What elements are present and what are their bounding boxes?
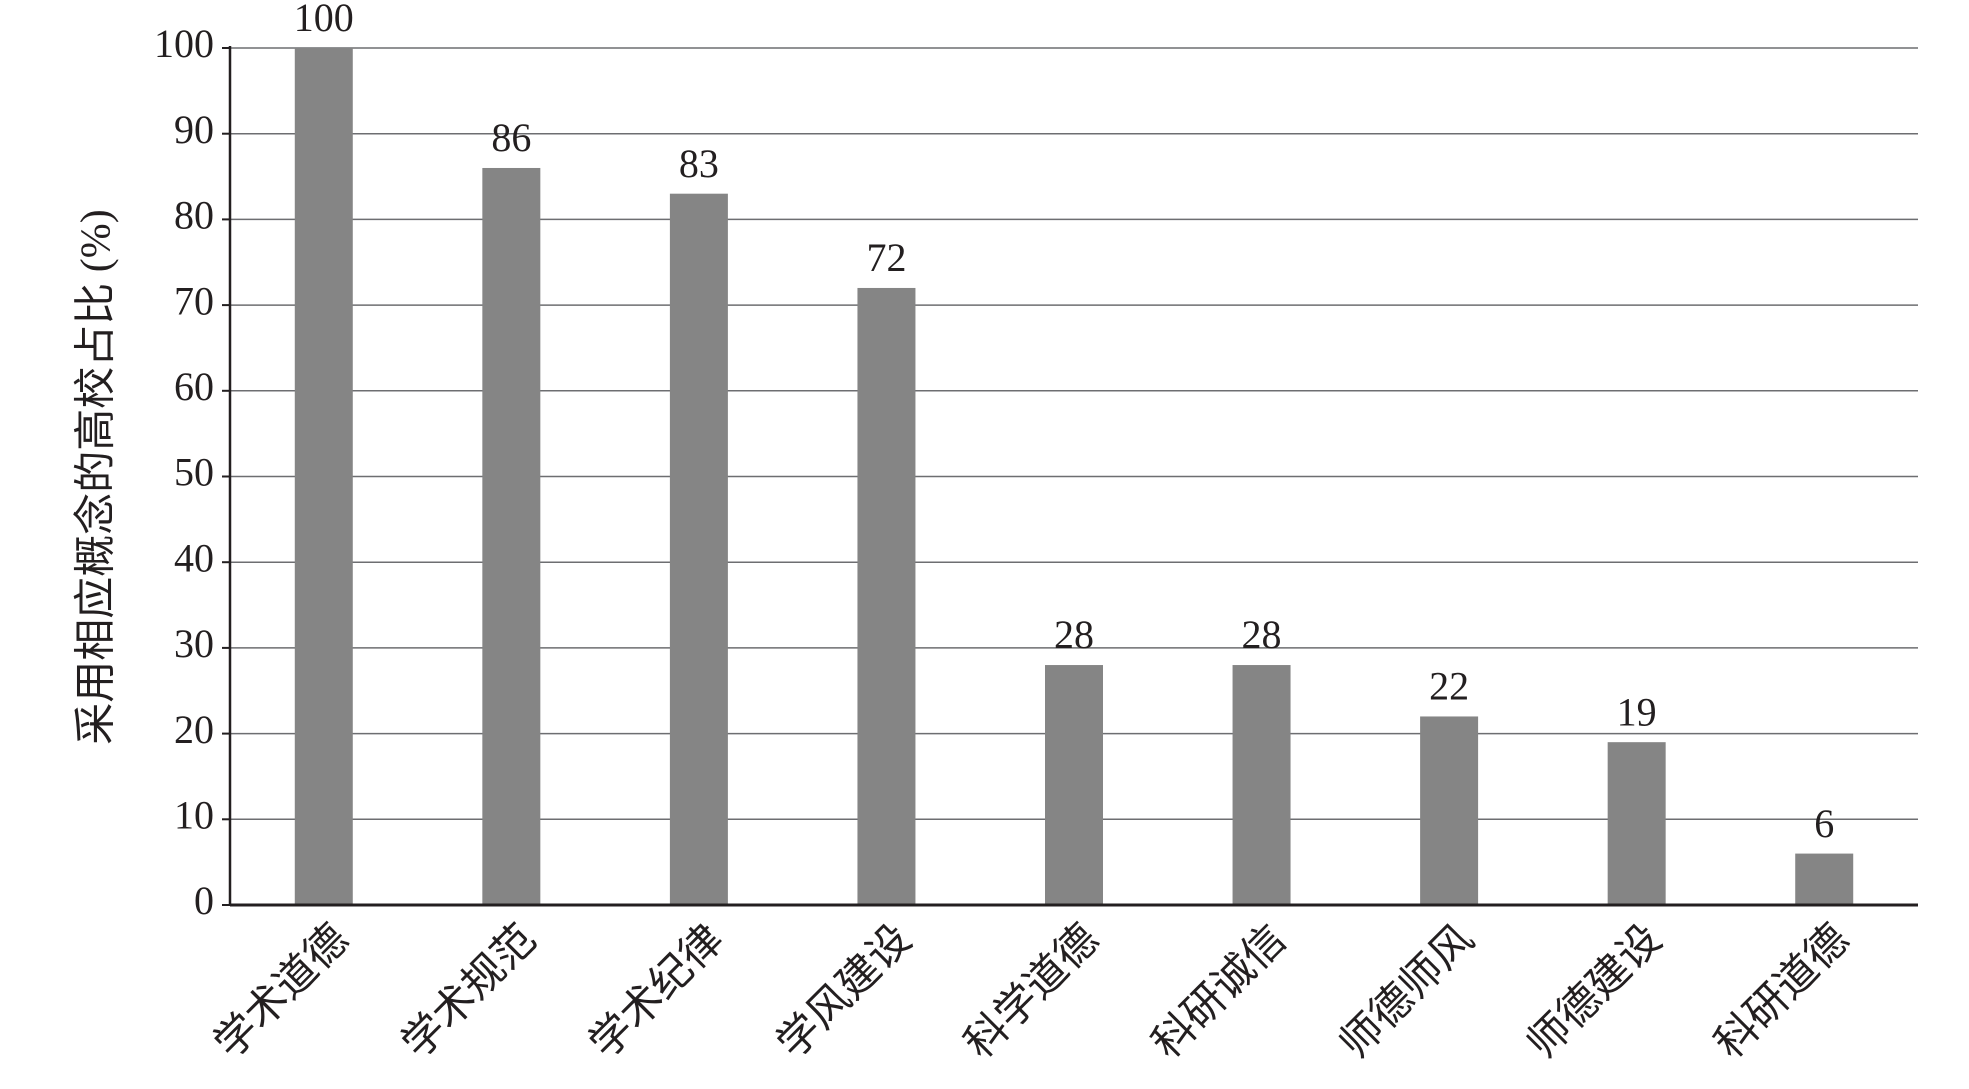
x-tick-label: 科学道德: [956, 916, 1108, 1068]
bar: [1795, 853, 1854, 905]
y-tick-label: 100: [154, 21, 214, 66]
value-label: 6: [1814, 801, 1834, 846]
y-tick-label: 20: [174, 707, 214, 752]
y-tick-label: 40: [174, 535, 214, 580]
value-label: 19: [1617, 689, 1657, 734]
y-tick-label: 80: [174, 193, 214, 238]
bar: [1420, 716, 1479, 905]
bar: [294, 48, 353, 905]
x-tick-label: 科研诚信: [1144, 916, 1295, 1067]
x-tick-label: 学术道德: [206, 916, 358, 1068]
y-tick-label: 90: [174, 107, 214, 152]
value-label: 22: [1429, 664, 1469, 709]
y-tick-label: 70: [174, 278, 214, 323]
value-label: 100: [294, 0, 354, 40]
value-label: 72: [866, 235, 906, 280]
y-tick-label: 30: [174, 621, 214, 666]
x-tick-label: 师德师风: [1332, 916, 1483, 1067]
x-tick-label: 科研道德: [1707, 916, 1858, 1067]
y-tick-label: 10: [174, 792, 214, 837]
value-label: 28: [1242, 612, 1282, 657]
value-label: 83: [679, 141, 719, 186]
bar: [1607, 742, 1666, 905]
value-label: 86: [491, 115, 531, 160]
bar: [482, 167, 541, 906]
bar: [857, 287, 916, 906]
y-tick-label: 0: [194, 878, 214, 923]
x-tick-label: 学术纪律: [581, 916, 733, 1068]
y-axis-label: 采用相应概念的高校占比 (%): [73, 209, 120, 744]
bar: [1232, 665, 1291, 905]
y-tick-label: 50: [174, 450, 214, 495]
x-tick-label: 师德建设: [1519, 916, 1670, 1067]
x-tick-label: 学风建设: [768, 916, 920, 1068]
value-label: 28: [1054, 612, 1094, 657]
bar: [669, 193, 728, 905]
bar: [1045, 665, 1103, 905]
y-tick-label: 60: [174, 364, 214, 409]
x-tick-label: 学术规范: [393, 916, 545, 1068]
